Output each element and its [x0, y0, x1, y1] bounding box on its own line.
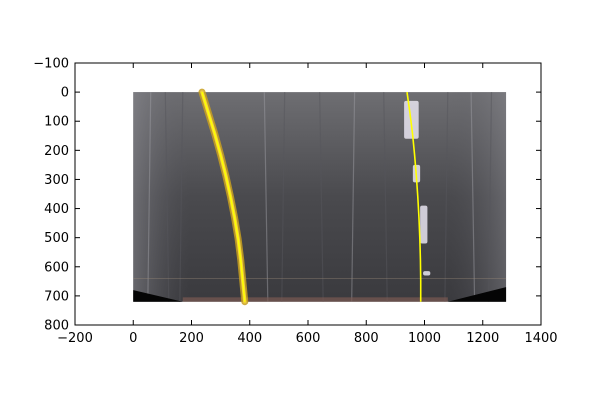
y-tick-label: 800	[44, 319, 69, 334]
y-tick-label: 0	[61, 86, 69, 101]
right-lane-fit-line	[406, 92, 422, 302]
y-tick-label: 700	[44, 289, 69, 304]
x-axis: −200 0 200 400 600 800 1000 1200 1400	[57, 63, 558, 346]
x-tick-label: 200	[179, 331, 204, 346]
x-tick-label: 800	[354, 331, 379, 346]
road-texture-streak	[487, 92, 493, 302]
road-texture-streak	[383, 92, 388, 302]
x-tick-label: 600	[296, 331, 321, 346]
road-texture-streak	[444, 92, 449, 302]
right-lane-dash	[420, 205, 428, 244]
road-texture-streak	[147, 92, 152, 302]
x-tick-label: 1000	[408, 331, 441, 346]
left-lane-fit-line	[201, 91, 246, 302]
road-texture-streak	[319, 92, 324, 302]
warp-corner-right	[447, 287, 507, 302]
y-tick-label: 400	[44, 202, 69, 217]
x-tick-label: −200	[57, 331, 93, 346]
road-texture-streak	[164, 92, 170, 302]
lane-fit-lines	[201, 91, 422, 302]
y-axis: −100 0 100 200 300 400 500 600 700 800	[33, 57, 541, 334]
y-tick-label: 600	[44, 260, 69, 275]
x-tick-label: 400	[237, 331, 262, 346]
y-tick-label: 100	[44, 115, 69, 130]
x-tick-label: 1200	[466, 331, 499, 346]
plot-area	[133, 88, 507, 306]
y-tick-label: 500	[44, 231, 69, 246]
road-texture-streak	[281, 92, 286, 302]
y-tick-label: 200	[44, 144, 69, 159]
right-lane-dash	[423, 271, 431, 276]
road-texture-streak	[179, 92, 184, 302]
road-texture-streak	[470, 92, 476, 302]
road-texture-streak	[351, 92, 356, 302]
road-texture-streak	[263, 92, 269, 302]
x-tick-label: 0	[129, 331, 137, 346]
road-image	[133, 88, 507, 306]
x-tick-label: 1400	[524, 331, 557, 346]
y-tick-label: −100	[33, 57, 69, 72]
y-tick-label: 300	[44, 173, 69, 188]
car-hood	[182, 297, 448, 302]
warp-corner-left	[133, 290, 183, 302]
